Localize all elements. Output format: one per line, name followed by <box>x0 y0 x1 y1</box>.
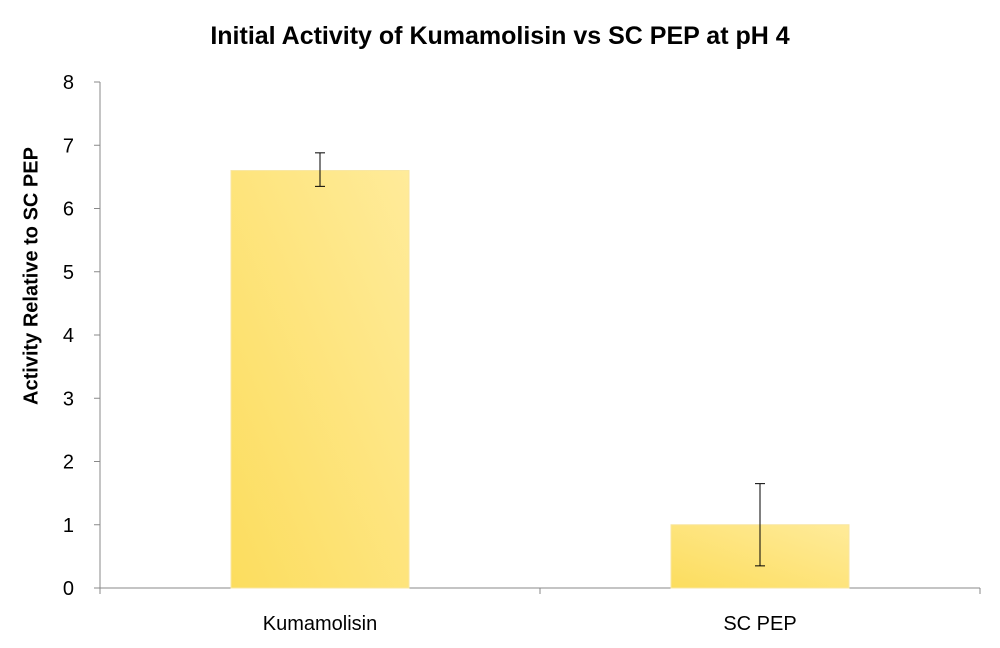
y-tick-label: 3 <box>63 388 74 410</box>
y-tick-label: 5 <box>63 262 74 284</box>
y-tick-label: 1 <box>63 515 74 537</box>
y-tick-label: 0 <box>63 578 74 600</box>
y-tick-label: 4 <box>63 325 74 347</box>
axes <box>94 81 981 594</box>
tick-labels: 0 1 2 3 4 5 6 7 8 Kumamolisin SC PEP <box>63 72 797 635</box>
x-tick-label: Kumamolisin <box>263 613 377 635</box>
chart-title: Initial Activity of Kumamolisin vs SC PE… <box>210 22 790 50</box>
bars <box>230 170 850 589</box>
x-tick-label: SC PEP <box>723 613 796 635</box>
y-tick-label: 8 <box>63 72 74 94</box>
bar <box>230 170 410 589</box>
error-bars <box>315 152 765 567</box>
y-tick-label: 6 <box>63 199 74 221</box>
y-tick-label: 2 <box>63 452 74 474</box>
y-tick-label: 7 <box>63 135 74 157</box>
